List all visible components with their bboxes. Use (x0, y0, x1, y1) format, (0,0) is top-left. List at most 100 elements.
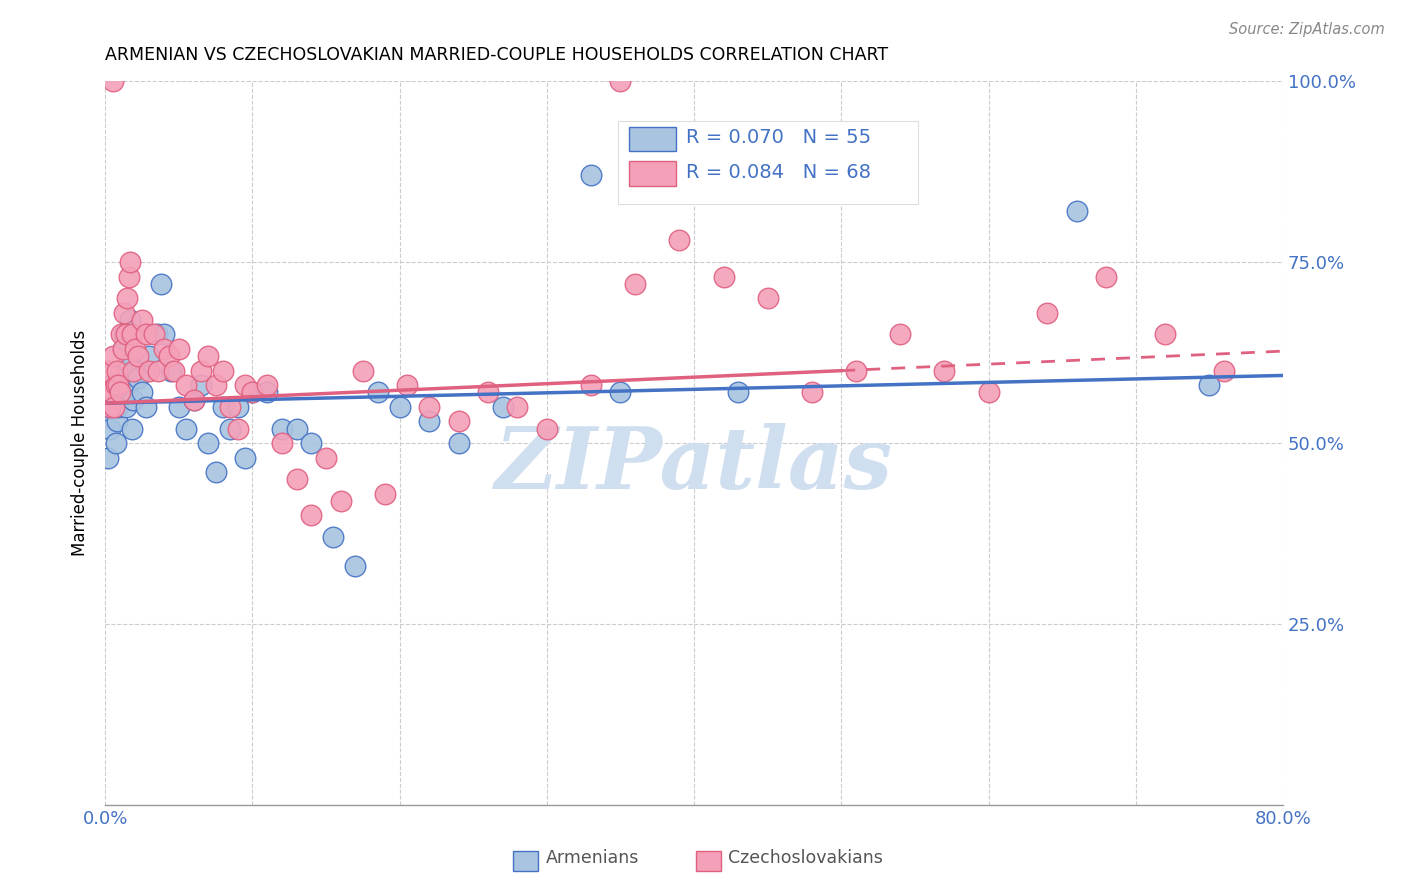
Point (226, 421, 249, 435)
Point (713, 269, 735, 284)
Point (322, 530, 344, 544)
Point (1066, 204, 1088, 219)
Point (1095, 269, 1118, 284)
Point (121, 421, 143, 435)
Text: Source: ZipAtlas.com: Source: ZipAtlas.com (1229, 22, 1385, 37)
Point (197, 349, 219, 363)
Point (131, 313, 153, 327)
Point (117, 378, 139, 392)
Point (101, 400, 124, 414)
Point (977, 385, 1000, 400)
Point (299, 436, 322, 450)
Point (242, 385, 264, 400)
Point (285, 472, 308, 486)
Point (114, 327, 136, 342)
Point (212, 400, 235, 414)
Point (110, 364, 132, 378)
Point (190, 378, 212, 392)
Point (163, 364, 186, 378)
Text: ZIPatlas: ZIPatlas (495, 423, 893, 507)
Point (131, 385, 153, 400)
FancyBboxPatch shape (617, 121, 918, 204)
Text: Armenians: Armenians (546, 849, 638, 867)
Point (395, 378, 418, 392)
Point (727, 385, 749, 400)
Text: ARMENIAN VS CZECHOSLOVAKIAN MARRIED-COUPLE HOUSEHOLDS CORRELATION CHART: ARMENIAN VS CZECHOSLOVAKIAN MARRIED-COUP… (105, 46, 889, 64)
Point (145, 327, 167, 342)
Text: R = 0.084   N = 68: R = 0.084 N = 68 (686, 163, 870, 182)
Point (270, 421, 292, 435)
Point (104, 378, 127, 392)
Point (174, 378, 197, 392)
Point (160, 364, 183, 378)
Point (112, 306, 135, 320)
Point (150, 277, 173, 291)
Point (103, 400, 125, 414)
Point (105, 414, 128, 428)
Point (242, 385, 264, 400)
Point (167, 342, 190, 356)
Point (100, 378, 122, 392)
Point (121, 327, 143, 342)
Text: R = 0.070   N = 55: R = 0.070 N = 55 (686, 128, 870, 147)
Point (118, 356, 141, 370)
Point (111, 342, 134, 356)
Point (117, 291, 139, 305)
Point (167, 400, 190, 414)
Point (105, 364, 128, 378)
Point (124, 342, 146, 356)
Bar (630, 127, 676, 152)
Point (233, 378, 256, 392)
Point (120, 313, 142, 327)
Point (609, 74, 631, 88)
Point (100, 385, 122, 400)
Point (97, 450, 120, 465)
Point (96, 385, 118, 400)
Point (579, 378, 602, 392)
Point (212, 364, 235, 378)
Point (120, 255, 142, 269)
Point (329, 494, 352, 508)
Point (97, 364, 120, 378)
Point (256, 385, 278, 400)
Point (219, 421, 242, 435)
Point (1036, 306, 1059, 320)
Point (142, 327, 165, 342)
Point (183, 392, 205, 407)
Point (219, 400, 242, 414)
Point (108, 385, 131, 400)
Point (1154, 327, 1177, 342)
Point (157, 349, 180, 363)
Point (190, 364, 212, 378)
Point (624, 277, 647, 291)
Point (830, 168, 852, 182)
Point (418, 400, 440, 414)
Point (204, 465, 226, 479)
Point (845, 364, 868, 378)
Point (98, 400, 121, 414)
Point (1198, 378, 1220, 392)
Point (756, 291, 779, 305)
Point (204, 378, 226, 392)
Point (174, 421, 197, 435)
Point (579, 168, 602, 182)
Point (492, 400, 515, 414)
Point (367, 385, 389, 400)
Point (197, 436, 219, 450)
Point (418, 414, 440, 428)
Point (110, 327, 132, 342)
Point (226, 400, 249, 414)
Point (148, 364, 170, 378)
Point (153, 342, 176, 356)
Point (122, 364, 145, 378)
Point (127, 371, 149, 385)
Point (477, 385, 499, 400)
Point (506, 400, 529, 414)
Point (668, 233, 690, 247)
Point (138, 364, 160, 378)
Point (374, 487, 396, 501)
Point (111, 342, 134, 356)
Point (183, 392, 205, 407)
Point (388, 400, 411, 414)
Point (256, 378, 278, 392)
